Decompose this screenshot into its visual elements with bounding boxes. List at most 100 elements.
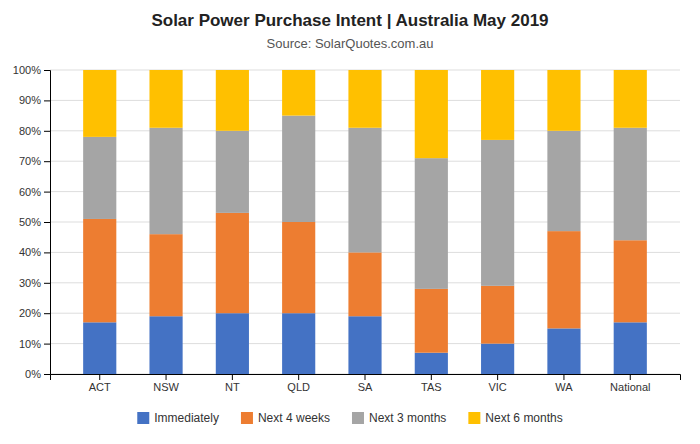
bar	[547, 328, 580, 374]
x-tick-mark	[365, 374, 366, 380]
subtitle: Source: SolarQuotes.com.au	[267, 36, 434, 51]
x-tick: SA	[358, 374, 373, 393]
legend-swatch	[352, 412, 364, 424]
x-tick: ACT	[89, 374, 111, 393]
bar	[282, 116, 315, 222]
bar	[282, 222, 315, 313]
x-tick: VIC	[488, 374, 506, 393]
bar	[614, 128, 647, 240]
y-tick-mark	[44, 283, 50, 284]
bar	[216, 213, 249, 313]
title: Solar Power Purchase Intent | Australia …	[151, 11, 548, 30]
bar	[481, 344, 514, 374]
y-tick-mark	[44, 100, 50, 101]
bar	[547, 131, 580, 231]
bar	[614, 240, 647, 322]
x-tick-label: QLD	[287, 381, 310, 393]
y-tick: 80%	[19, 125, 50, 137]
bar	[282, 70, 315, 116]
x-tick: QLD	[287, 374, 310, 393]
bar	[83, 70, 116, 137]
x-tick: WA	[555, 374, 573, 393]
bar	[547, 231, 580, 328]
x-tick-label: VIC	[488, 381, 506, 393]
y-tick: 100%	[13, 64, 50, 76]
x-tick-label: ACT	[89, 381, 111, 393]
bar	[149, 316, 182, 374]
bar	[348, 70, 381, 128]
bar	[415, 289, 448, 353]
y-tick: 70%	[19, 155, 50, 167]
bars	[83, 70, 647, 374]
bar	[614, 322, 647, 374]
bar	[348, 316, 381, 374]
y-tick: 30%	[19, 277, 50, 289]
y-tick: 10%	[19, 338, 50, 350]
bar	[348, 128, 381, 253]
y-tick-mark	[44, 192, 50, 193]
bar	[415, 70, 448, 158]
y-tick-label: 30%	[19, 277, 41, 289]
legend-item: Next 6 months	[468, 411, 562, 425]
y-tick-mark	[44, 344, 50, 345]
y-tick: 90%	[19, 94, 50, 106]
bar	[415, 353, 448, 374]
legend-label: Next 4 weeks	[258, 411, 330, 425]
y-tick: 0%	[25, 368, 50, 380]
x-tick-mark	[99, 374, 100, 380]
bar	[149, 70, 182, 128]
legend-item: Immediately	[137, 411, 219, 425]
bar	[216, 131, 249, 213]
grid	[50, 70, 680, 374]
bar	[282, 313, 315, 374]
y-tick-label: 80%	[19, 125, 41, 137]
y-tick: 60%	[19, 186, 50, 198]
x-tick-mark	[497, 374, 498, 380]
bar	[415, 158, 448, 289]
series	[83, 70, 647, 158]
chart: Solar Power Purchase Intent | Australia …	[0, 0, 700, 444]
y-tick-mark	[44, 374, 50, 375]
bar	[149, 128, 182, 234]
y-tick: 40%	[19, 246, 50, 258]
legend-swatch	[137, 412, 149, 424]
x-tick-label: National	[610, 381, 650, 393]
x-tick-mark	[232, 374, 233, 380]
y-tick-label: 60%	[19, 186, 41, 198]
x-axis-line	[51, 375, 681, 381]
y-tick-label: 10%	[19, 338, 41, 350]
x-tick: NT	[225, 374, 240, 393]
y-axis-line	[44, 71, 51, 375]
y-tick-label: 20%	[19, 307, 41, 319]
y-tick-mark	[44, 313, 50, 314]
series	[83, 116, 647, 289]
y-tick-label: 40%	[19, 246, 41, 258]
y-tick: 20%	[19, 307, 50, 319]
x-tick: National	[610, 374, 650, 393]
x-tick: NSW	[153, 374, 179, 393]
bar	[481, 140, 514, 286]
x-tick-mark	[166, 374, 167, 380]
legend-item: Next 3 months	[352, 411, 446, 425]
y-tick-label: 50%	[19, 216, 41, 228]
y-tick: 50%	[19, 216, 50, 228]
y-tick-label: 70%	[19, 155, 41, 167]
legend-swatch	[241, 412, 253, 424]
bar	[83, 322, 116, 374]
bar	[547, 70, 580, 131]
bar	[149, 234, 182, 316]
y-tick-mark	[44, 161, 50, 162]
x-tick-label: NSW	[153, 381, 179, 393]
x-tick-label: SA	[358, 381, 373, 393]
y-tick-label: 0%	[25, 368, 41, 380]
x-tick-mark	[563, 374, 564, 380]
bar	[83, 137, 116, 219]
legend-label: Immediately	[154, 411, 219, 425]
plot: 0% 10% 20% 30% 40% 50% 60% 70% 80% 90% 100% ACT NSW N…	[13, 64, 681, 393]
x-tick-label: WA	[555, 381, 573, 393]
bar	[348, 252, 381, 316]
legend-item: Next 4 weeks	[241, 411, 330, 425]
x-axis: ACTNSWNTQLDSATASVICWANational	[51, 374, 681, 393]
y-tick-mark	[44, 70, 50, 71]
legend-swatch	[468, 412, 480, 424]
